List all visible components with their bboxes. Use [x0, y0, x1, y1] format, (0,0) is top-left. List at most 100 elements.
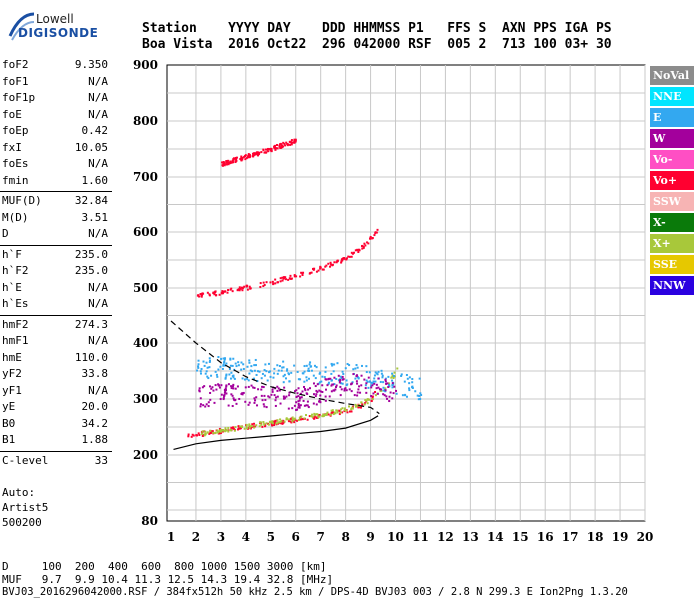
- echo-point: [275, 396, 278, 399]
- echo-point: [419, 392, 422, 395]
- legend-entry: E: [650, 108, 694, 127]
- echo-point: [214, 384, 217, 387]
- echo-point: [268, 371, 271, 374]
- echo-point: [374, 380, 377, 383]
- echo-point: [294, 390, 297, 393]
- echo-point: [371, 384, 374, 387]
- echo-point: [223, 389, 226, 392]
- echo-point: [308, 387, 311, 390]
- echo-point: [294, 140, 297, 143]
- echo-point: [332, 413, 335, 416]
- echo-point: [217, 368, 220, 371]
- y-tick-label: 900: [133, 58, 158, 72]
- param-row: C-level 33: [0, 454, 112, 471]
- echo-point: [252, 152, 255, 155]
- echo-point: [260, 377, 263, 380]
- echo-point: [327, 381, 330, 384]
- echo-point: [370, 384, 373, 387]
- echo-point: [239, 427, 242, 430]
- echo-point: [207, 401, 210, 404]
- echo-point: [391, 374, 394, 377]
- legend-entry: Vo-: [650, 150, 694, 169]
- echo-point: [332, 411, 335, 414]
- echo-point: [272, 376, 275, 379]
- echo-point: [217, 432, 220, 435]
- param-value: N/A: [88, 107, 108, 121]
- param-name: yF2: [2, 367, 22, 380]
- echo-point: [330, 409, 333, 412]
- echo-point: [231, 161, 234, 164]
- echo-point: [270, 149, 273, 152]
- echo-point: [299, 404, 302, 407]
- echo-point: [213, 401, 216, 404]
- echo-point: [244, 154, 247, 157]
- echo-point: [202, 404, 205, 407]
- x-tick-label: 2: [192, 530, 200, 544]
- echo-point: [214, 432, 217, 435]
- echo-point: [386, 397, 389, 400]
- param-value: 274.3: [74, 317, 108, 331]
- echo-point: [246, 365, 249, 368]
- echo-point: [371, 396, 374, 399]
- echo-point: [298, 399, 301, 402]
- echo-point: [385, 382, 388, 385]
- echo-point: [336, 409, 339, 412]
- echo-point: [212, 431, 215, 434]
- echo-point: [248, 423, 251, 426]
- echo-point: [352, 373, 355, 376]
- echo-point: [408, 382, 411, 385]
- echo-point: [258, 425, 261, 428]
- echo-point: [232, 374, 235, 377]
- echo-point: [222, 394, 225, 397]
- echo-point: [328, 265, 331, 268]
- echo-point: [420, 393, 423, 396]
- param-value: 235.0: [74, 247, 108, 261]
- param-name: yE: [2, 400, 16, 413]
- profile-curves: [170, 320, 380, 450]
- echo-point: [303, 380, 306, 383]
- logo-text-lowell: Lowell: [36, 12, 74, 26]
- echo-point: [225, 362, 228, 365]
- echo-point: [348, 255, 351, 258]
- echo-point: [331, 383, 334, 386]
- param-name: D: [2, 227, 9, 240]
- param-value: 0.42: [81, 124, 109, 137]
- echo-point: [224, 427, 227, 430]
- param-row: B1 1.88: [0, 433, 112, 450]
- echo-point: [263, 283, 266, 286]
- param-separator: [0, 191, 112, 192]
- echo-point: [296, 419, 299, 422]
- param-row: D N/A: [0, 227, 112, 244]
- echo-point: [382, 381, 385, 384]
- param-name: hmF1: [2, 334, 29, 347]
- echo-point: [359, 391, 362, 394]
- echo-point: [219, 430, 222, 433]
- echo-point: [276, 385, 279, 388]
- param-row: yE 20.0: [0, 400, 112, 417]
- echo-point: [203, 385, 206, 388]
- echo-point: [238, 286, 241, 289]
- echo-point: [238, 289, 241, 292]
- echo-point: [309, 365, 312, 368]
- echo-point: [216, 375, 219, 378]
- echo-point: [261, 399, 264, 402]
- echo-point: [271, 424, 274, 427]
- echo-point: [241, 289, 244, 292]
- echo-point: [201, 292, 204, 295]
- echo-point: [279, 277, 282, 280]
- echo-point: [315, 393, 318, 396]
- echo-point: [222, 397, 225, 400]
- echo-point: [271, 388, 274, 391]
- echo-point: [197, 365, 200, 368]
- echo-point: [312, 402, 315, 405]
- echo-point: [291, 407, 294, 410]
- echo-point: [248, 424, 251, 427]
- echo-point: [301, 418, 304, 421]
- echo-point: [243, 285, 246, 288]
- echo-point: [310, 271, 313, 274]
- echo-point: [258, 421, 261, 424]
- header-labels: Station YYYY DAY DDD HHMMSS P1 FFS S AXN…: [142, 21, 612, 36]
- echo-point: [393, 385, 396, 388]
- echo-point: [240, 155, 243, 158]
- echo-point: [297, 400, 300, 403]
